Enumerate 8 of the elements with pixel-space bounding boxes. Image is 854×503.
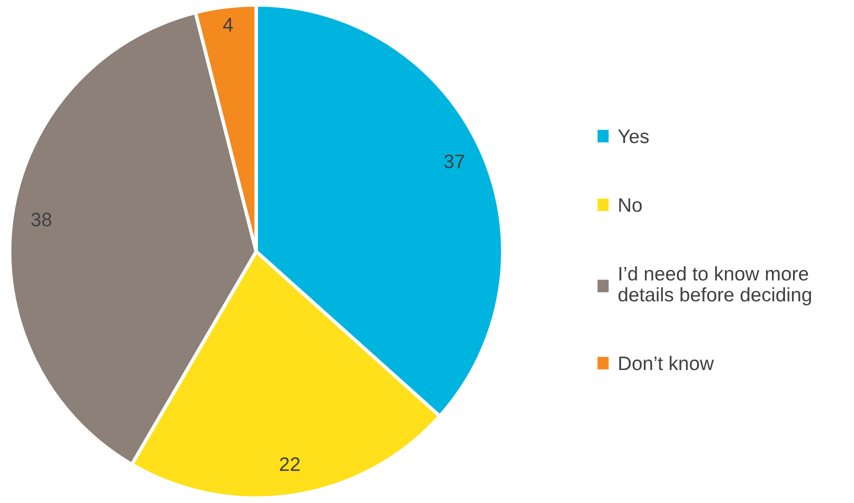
legend-label: Yes: [618, 130, 649, 144]
legend-label: I’d need to know more details before deciding: [618, 266, 811, 306]
data-label: 37: [444, 154, 464, 168]
legend-label: No: [619, 198, 642, 212]
data-label: 22: [280, 457, 300, 471]
data-label: 38: [31, 212, 52, 226]
legend-label: Don’t know: [619, 356, 714, 370]
data-label: 4: [223, 18, 233, 32]
